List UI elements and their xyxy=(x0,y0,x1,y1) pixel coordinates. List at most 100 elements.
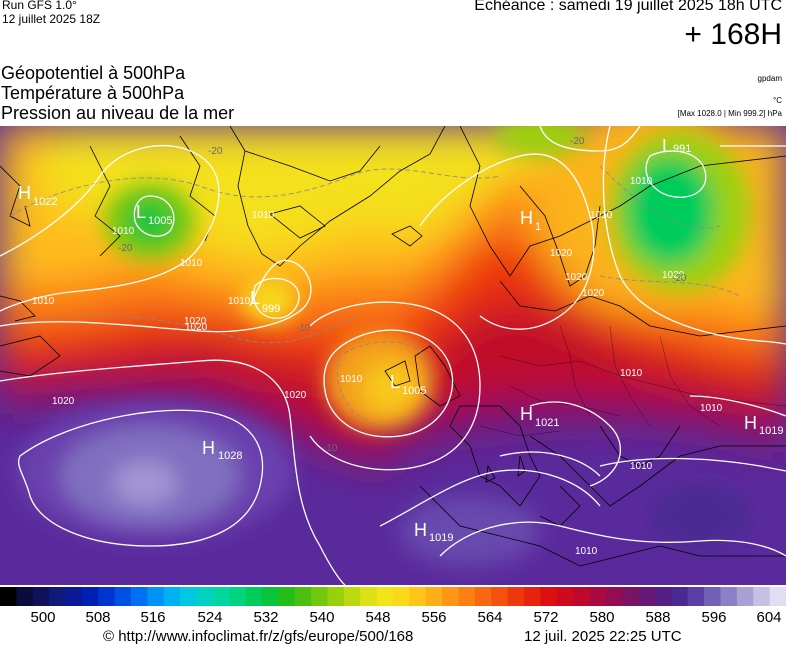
pressure-center-high: H 1028 xyxy=(202,438,242,462)
pressure-center-low: L 999 xyxy=(250,288,280,315)
temperature-isotherms xyxy=(0,165,741,427)
svg-text:L: L xyxy=(250,288,260,308)
scale-swatch xyxy=(278,587,296,606)
scale-swatch xyxy=(556,587,574,606)
field-label-geopotential: Géopotentiel à 500hPa xyxy=(1,63,186,83)
scale-swatch xyxy=(65,587,83,606)
unit-temperature: °C xyxy=(773,96,782,105)
svg-text:999: 999 xyxy=(262,303,280,315)
isobar-label: 1010 xyxy=(228,296,251,307)
pressure-centers: H 1022 L 1005 L 999 H 1 L 991 L 1005 H 1… xyxy=(18,136,783,544)
scale-swatch xyxy=(376,587,394,606)
isobar-label: 1010 xyxy=(630,461,653,472)
svg-text:H: H xyxy=(414,520,427,540)
pressure-center-high: H 1021 xyxy=(520,404,559,429)
scale-swatch xyxy=(196,587,214,606)
scale-swatch xyxy=(81,587,99,606)
scale-swatch xyxy=(212,587,230,606)
field-label-pressure: Pression au niveau de la mer xyxy=(1,103,235,123)
svg-text:H: H xyxy=(520,404,533,424)
scale-swatch xyxy=(360,587,378,606)
geopotential-field xyxy=(0,126,786,585)
scale-tick: 604 xyxy=(756,609,782,626)
temperature-label: -20 xyxy=(208,146,223,157)
country-borders xyxy=(479,325,786,437)
temperature-label: -10 xyxy=(323,443,338,454)
scale-swatch xyxy=(425,587,443,606)
scale-swatch xyxy=(687,587,705,606)
scale-tick: 596 xyxy=(701,609,727,626)
scale-tick: 572 xyxy=(533,609,559,626)
svg-text:L: L xyxy=(136,202,146,222)
isobar-label: 1020 xyxy=(184,316,207,327)
temperature-label: -20 xyxy=(672,273,687,284)
temperature-label: -20 xyxy=(118,243,133,254)
svg-text:1019: 1019 xyxy=(759,425,783,437)
pressure-center-high: H 1022 xyxy=(18,183,57,208)
isobar-label: 1010 xyxy=(575,546,598,557)
scale-tick: 524 xyxy=(197,609,223,626)
pressure-center-low: L 1005 xyxy=(136,202,172,227)
unit-geopotential: gpdam xyxy=(757,74,782,83)
svg-text:1022: 1022 xyxy=(33,196,57,208)
isobar-labels: 1010 1020 1010 1020 1010 1020 1010 1020 … xyxy=(32,176,723,557)
scale-swatch xyxy=(16,587,34,606)
scale-swatch xyxy=(753,587,771,606)
scale-swatch xyxy=(736,587,754,606)
scale-swatch xyxy=(769,587,786,606)
isobar-label: 1010 xyxy=(700,403,723,414)
pressure-center-high: H 1019 xyxy=(744,413,783,437)
svg-text:1005: 1005 xyxy=(402,385,426,397)
scale-swatch xyxy=(163,587,181,606)
isobar-label: 1010 xyxy=(620,368,643,379)
isobar-label: 1020 xyxy=(662,270,685,281)
temperature-label: -20 xyxy=(570,136,585,147)
scale-tick: 532 xyxy=(253,609,279,626)
isobars xyxy=(0,126,786,585)
svg-text:1005: 1005 xyxy=(148,215,172,227)
isobar-label: 1010 xyxy=(590,210,613,221)
scale-tick: 564 xyxy=(477,609,503,626)
isobar-label: 1020 xyxy=(582,288,605,299)
scale-swatch xyxy=(32,587,50,606)
scale-tick: 500 xyxy=(30,609,56,626)
scale-swatch xyxy=(311,587,329,606)
svg-text:991: 991 xyxy=(673,143,691,155)
isobar-label: 1010 xyxy=(630,176,653,187)
temperature-labels: -20 -20 -20 -20 -10 -10 xyxy=(118,136,687,454)
source-url: © http://www.infoclimat.fr/z/gfs/europe/… xyxy=(103,628,414,645)
svg-text:L: L xyxy=(390,372,400,392)
run-label: Run GFS 1.0° xyxy=(2,0,77,12)
scale-swatch xyxy=(720,587,738,606)
isobar-label: 1020 xyxy=(284,390,307,401)
scale-swatch xyxy=(474,587,492,606)
scale-swatch xyxy=(131,587,148,606)
scale-swatch xyxy=(229,587,247,606)
scale-tick: 556 xyxy=(421,609,447,626)
temperature-label: -10 xyxy=(296,323,311,334)
scale-swatch xyxy=(491,587,509,606)
scale-tick: 588 xyxy=(645,609,671,626)
isobar-label: 1020 xyxy=(185,322,208,333)
scale-swatch xyxy=(343,587,361,606)
scale-swatch xyxy=(589,587,607,606)
scale-swatch xyxy=(540,587,558,606)
scale-swatch xyxy=(0,587,17,606)
pressure-center-low: L 991 xyxy=(662,136,691,156)
scale-swatch xyxy=(327,587,345,606)
scale-swatch xyxy=(98,587,116,606)
isobar-label: 1010 xyxy=(180,258,203,269)
svg-text:1019: 1019 xyxy=(429,532,453,544)
scale-swatch xyxy=(458,587,476,606)
svg-text:H: H xyxy=(18,183,31,203)
scale-swatch xyxy=(605,587,623,606)
scale-swatch xyxy=(294,587,312,606)
isobar-label: 1020 xyxy=(565,272,588,283)
render-timestamp: 12 juil. 2025 22:25 UTC xyxy=(524,628,682,645)
scale-tick: 548 xyxy=(365,609,391,626)
svg-text:L: L xyxy=(662,136,672,156)
svg-text:1021: 1021 xyxy=(535,417,559,429)
scale-tick: 508 xyxy=(85,609,111,626)
lead-time: + 168H xyxy=(684,18,782,51)
scale-swatch xyxy=(622,587,640,606)
